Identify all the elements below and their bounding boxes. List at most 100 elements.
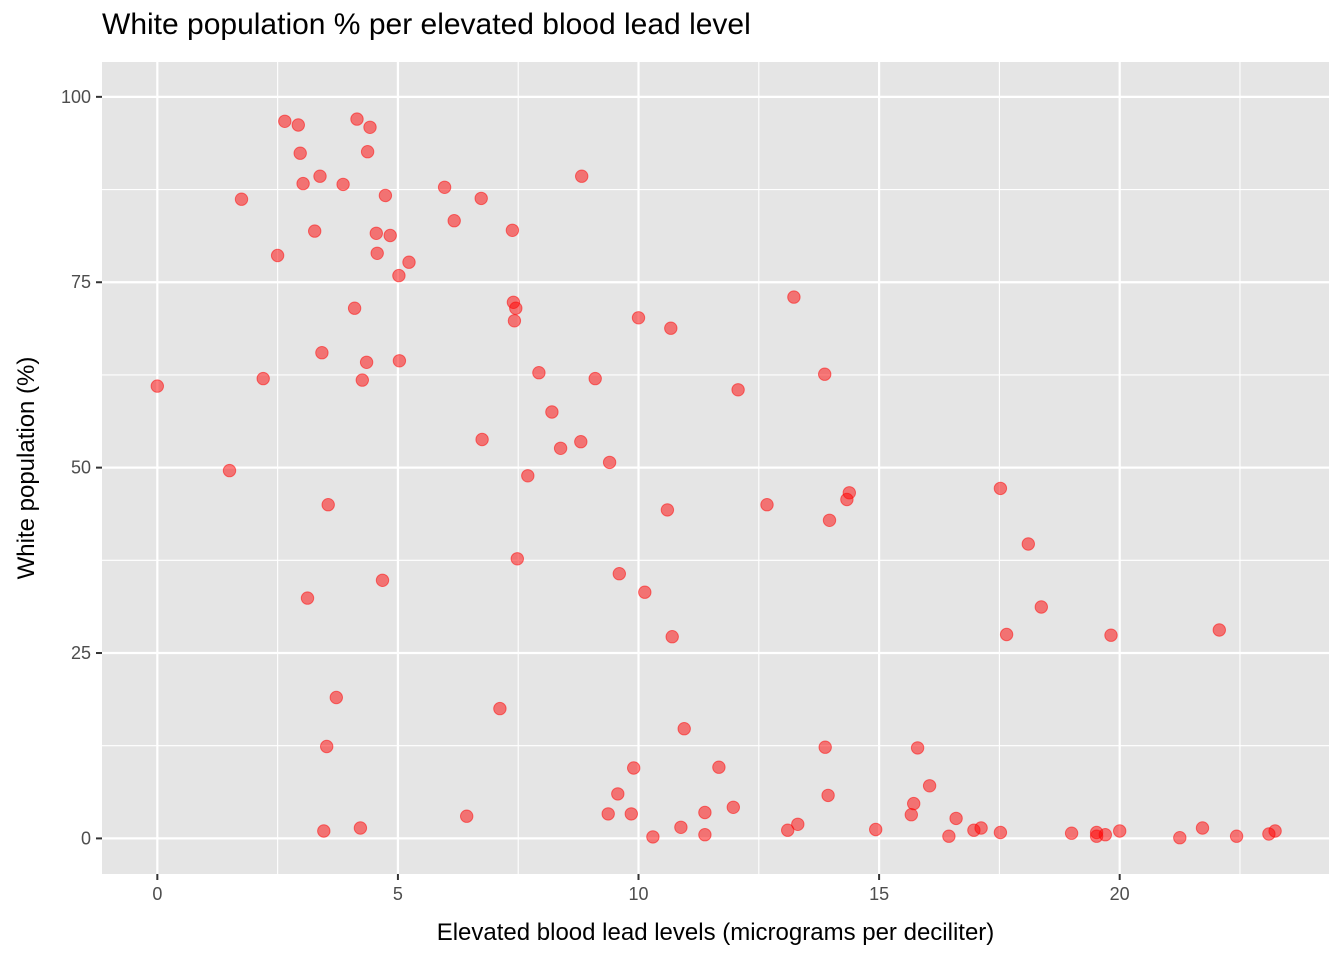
y-tick-label: 25 (71, 643, 91, 663)
y-tick-label: 75 (71, 272, 91, 292)
data-point (383, 228, 397, 243)
x-axis-title: Elevated blood lead levels (micrograms p… (437, 919, 995, 946)
data-point (1064, 826, 1079, 840)
data-point (300, 591, 315, 605)
data-point (315, 346, 329, 360)
data-point (698, 828, 712, 842)
data-point (904, 808, 918, 822)
data-point (378, 188, 393, 203)
data-point (601, 807, 615, 821)
y-axis-title: White population (%) (13, 357, 40, 580)
data-point (712, 760, 726, 774)
chart-title: White population % per elevated blood le… (102, 8, 751, 41)
data-point (308, 224, 322, 238)
data-point (296, 176, 310, 191)
data-point (787, 290, 801, 304)
data-point (460, 809, 474, 823)
data-point (222, 463, 237, 478)
data-point (336, 177, 350, 192)
data-point (726, 800, 740, 814)
data-point (974, 821, 988, 835)
data-point (313, 169, 327, 183)
data-points (150, 112, 1282, 845)
data-point (781, 823, 795, 837)
minor-gridlines (102, 62, 1329, 874)
data-point (818, 367, 832, 381)
data-point (1113, 824, 1127, 838)
data-point (350, 112, 364, 126)
data-point (674, 820, 688, 834)
x-axis: 0 5 10 15 20 (152, 874, 1130, 904)
data-point (602, 455, 617, 470)
data-point (1021, 537, 1036, 551)
data-point (360, 145, 375, 159)
data-point (665, 630, 679, 644)
data-point (1173, 831, 1187, 845)
data-point (375, 573, 390, 587)
data-point (447, 214, 461, 228)
data-point (321, 498, 335, 512)
data-point (369, 226, 383, 241)
data-point (347, 301, 362, 315)
data-point (574, 435, 588, 449)
data-point (521, 469, 535, 483)
data-point (359, 355, 374, 369)
data-point (509, 301, 523, 315)
data-point (993, 481, 1008, 496)
data-point (270, 248, 285, 263)
data-point (907, 796, 921, 811)
data-point (320, 739, 334, 754)
data-point (575, 169, 589, 183)
data-point (355, 373, 369, 387)
data-point (821, 788, 835, 803)
data-point (475, 432, 489, 447)
data-point (1195, 821, 1210, 835)
data-point (293, 146, 307, 160)
data-point (329, 690, 343, 705)
data-point (505, 223, 520, 238)
data-point (317, 824, 331, 838)
x-tick-label: 0 (152, 884, 162, 904)
data-point (392, 354, 407, 368)
data-point (1229, 829, 1244, 843)
data-point (1098, 828, 1113, 842)
y-tick-label: 0 (81, 828, 91, 848)
y-axis: 0 25 50 75 100 (61, 87, 102, 848)
data-point (791, 817, 805, 831)
data-point (437, 180, 452, 195)
data-point (942, 829, 956, 843)
data-point (993, 825, 1008, 840)
data-point (474, 191, 488, 206)
data-point (677, 722, 691, 736)
data-point (507, 314, 522, 328)
data-point (1212, 623, 1227, 637)
data-point (370, 246, 384, 261)
data-point (611, 787, 625, 801)
data-point (278, 114, 292, 129)
data-point (1104, 628, 1118, 642)
data-point (624, 807, 638, 821)
data-point (910, 741, 925, 755)
major-gridlines (102, 62, 1329, 874)
data-point (698, 805, 712, 820)
data-point (510, 552, 524, 566)
data-point (493, 701, 507, 716)
data-point (660, 503, 675, 517)
data-point (922, 779, 937, 793)
data-point (869, 822, 883, 837)
data-point (588, 371, 602, 386)
data-point (402, 255, 416, 269)
data-point (842, 486, 856, 500)
data-point (631, 311, 646, 325)
data-point (392, 268, 406, 283)
data-point (353, 821, 368, 835)
data-point (256, 371, 270, 386)
data-point (363, 120, 377, 135)
data-point (532, 366, 546, 380)
data-point (1268, 824, 1282, 838)
data-point (822, 513, 837, 527)
data-point (150, 379, 165, 393)
data-point (638, 585, 652, 599)
data-point (1034, 600, 1049, 614)
